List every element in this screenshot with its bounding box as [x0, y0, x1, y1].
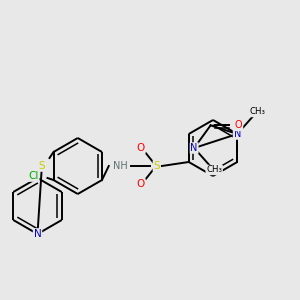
Text: CH₃: CH₃	[249, 107, 265, 116]
Text: Cl: Cl	[28, 171, 39, 181]
Text: CH₃: CH₃	[206, 166, 222, 175]
Text: S: S	[38, 161, 45, 171]
Text: N: N	[234, 129, 241, 139]
Text: N: N	[190, 143, 198, 153]
Text: O: O	[136, 143, 145, 153]
Text: S: S	[153, 161, 160, 171]
Text: N: N	[34, 229, 41, 239]
Text: O: O	[136, 179, 145, 189]
Text: O: O	[235, 120, 242, 130]
Text: NH: NH	[113, 161, 128, 171]
